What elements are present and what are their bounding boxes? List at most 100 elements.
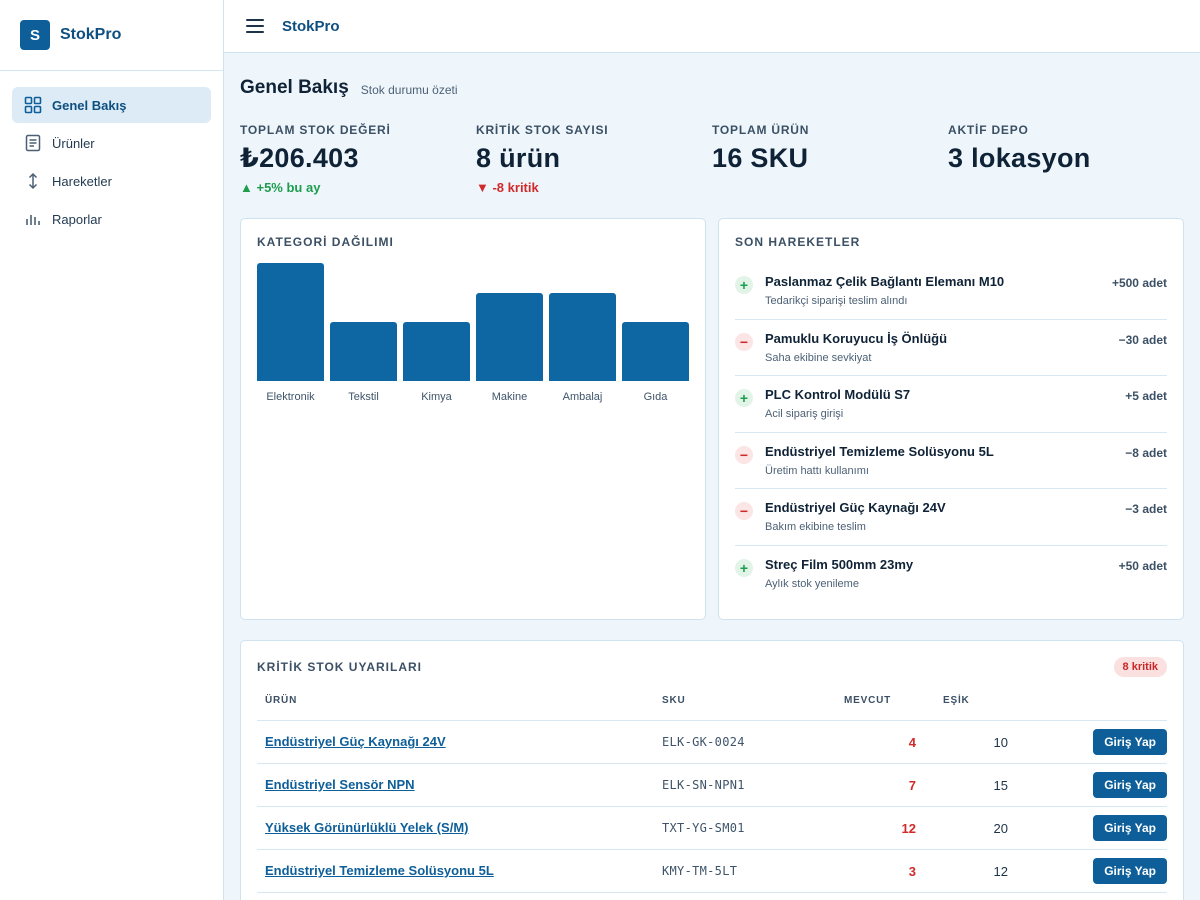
list-item[interactable]: + Paslanmaz Çelik Bağlantı Elemanı M10 T…	[735, 263, 1167, 320]
category-bar-chart: Elektronik Tekstil Kimya Makine Ambalaj Gıda	[257, 263, 689, 403]
list-item[interactable]: − Pamuklu Koruyucu İş Önlüğü Saha ekibin…	[735, 320, 1167, 376]
movement-note: Acil sipariş girişi	[765, 408, 844, 420]
product-sku: ELK-GK-0024	[662, 735, 745, 749]
movement-note: Saha ekibine sevkiyat	[765, 351, 872, 364]
chart-tick-label: Ambalaj	[562, 391, 603, 403]
sidebar-item-products[interactable]: Ürünler	[12, 125, 211, 161]
plus-icon: +	[735, 276, 753, 294]
chart-bar-gıda	[622, 322, 689, 381]
chart-bar-kimya	[403, 322, 470, 381]
page-header: Genel Bakış Stok durumu özeti	[240, 53, 1184, 123]
product-sku: TXT-YG-SM01	[662, 821, 745, 835]
product-link[interactable]: Endüstriyel Sensör NPN	[265, 777, 415, 792]
sidebar-nav: Genel Bakış Ürünler Hareketler	[0, 71, 223, 255]
current-stock: 3	[908, 863, 916, 879]
grid-icon	[24, 96, 42, 114]
movement-qty: −3 adet	[1125, 502, 1167, 516]
product-sku: ELK-SN-NPN1	[662, 778, 745, 792]
sidebar-item-reports[interactable]: Raporlar	[12, 201, 211, 237]
recent-movements-card: SON HAREKETLER + Paslanmaz Çelik Bağlant…	[718, 218, 1184, 620]
current-stock: 7	[908, 777, 916, 793]
product-link[interactable]: Yüksek Görünürlüklü Yelek (S/M)	[265, 820, 469, 835]
stat-label: AKTİF DEPO	[948, 123, 1029, 137]
stat-value: 3 lokasyon	[948, 143, 1091, 173]
movement-qty: +500 adet	[1111, 276, 1167, 290]
page-title: Genel Bakış	[240, 77, 349, 98]
current-stock: 12	[901, 820, 916, 836]
critical-count-badge: 8 kritik	[1113, 657, 1167, 677]
stats-row: TOPLAM STOK DEĞERİ ₺206.403 ▲ +5% bu ay …	[240, 123, 1184, 218]
up-down-arrow-icon	[24, 172, 42, 190]
brand-logo: S	[20, 20, 50, 50]
stat-delta: ▲ +5% bu ay	[240, 180, 321, 195]
chart-bar-ambalaj	[549, 292, 616, 381]
movement-qty: +5 adet	[1125, 389, 1167, 403]
list-item[interactable]: − Endüstriyel Güç Kaynağı 24V Bakım ekib…	[735, 489, 1167, 546]
movement-note: Üretim hattı kullanımı	[765, 464, 869, 477]
sidebar-item-label: Raporlar	[52, 211, 102, 227]
stock-entry-button[interactable]: Giriş Yap	[1093, 729, 1167, 755]
movement-qty: −30 adet	[1118, 332, 1167, 347]
list-item[interactable]: − Endüstriyel Temizleme Solüsyonu 5L Üre…	[735, 433, 1167, 489]
table-header: ÜRÜN SKU MEVCUT EŞİK	[257, 695, 1167, 721]
sidebar-item-label: Genel Bakış	[52, 97, 127, 113]
stock-entry-button[interactable]: Giriş Yap	[1093, 858, 1167, 884]
stat-total-value: TOPLAM STOK DEĞERİ ₺206.403 ▲ +5% bu ay	[240, 123, 476, 218]
critical-stock-table: ÜRÜN SKU MEVCUT EŞİK Endüstriyel Güç Kay…	[257, 695, 1167, 893]
minus-icon: −	[735, 445, 753, 464]
sidebar-item-movements[interactable]: Hareketler	[12, 163, 211, 199]
movement-qty: +50 adet	[1118, 558, 1167, 573]
brand[interactable]: S StokPro	[0, 0, 223, 71]
stock-entry-button[interactable]: Giriş Yap	[1093, 815, 1167, 841]
product-link[interactable]: Endüstriyel Temizleme Solüsyonu 5L	[265, 863, 494, 878]
column-header-sku: SKU	[662, 695, 686, 706]
chart-bar-elektronik	[257, 263, 324, 381]
movement-note: Tedarikçi siparişi teslim alındı	[765, 295, 908, 307]
movement-note: Aylık stok yenileme	[765, 577, 859, 590]
product-sku: KMY-TM-5LT	[662, 864, 738, 878]
movement-product: Pamuklu Koruyucu İş Önlüğü	[765, 330, 948, 346]
plus-icon: +	[735, 389, 753, 407]
chart-tick-label: Kimya	[421, 391, 452, 403]
card-title: KATEGORİ DAĞILIMI	[257, 235, 394, 249]
movement-qty: −8 adet	[1125, 445, 1167, 460]
stock-threshold: 20	[993, 820, 1008, 836]
current-stock: 4	[908, 734, 916, 750]
brand-name: StokPro	[60, 26, 122, 43]
chart-tick-label: Gıda	[643, 391, 668, 403]
list-item[interactable]: + PLC Kontrol Modülü S7 Acil sipariş gir…	[735, 376, 1167, 433]
chart-tick-label: Tekstil	[348, 391, 379, 403]
stock-threshold: 15	[993, 777, 1008, 793]
chart-tick-label: Makine	[491, 391, 528, 403]
table-row: Endüstriyel Güç Kaynağı 24V ELK-GK-0024 …	[257, 721, 1167, 764]
list-item[interactable]: + Streç Film 500mm 23my Aylık stok yenil…	[735, 546, 1167, 603]
card-title: KRİTİK STOK UYARILARI	[257, 660, 423, 674]
critical-stock-card: KRİTİK STOK UYARILARI 8 kritik ÜRÜN SKU …	[240, 640, 1184, 900]
sidebar-item-overview[interactable]: Genel Bakış	[12, 87, 211, 123]
column-header-current: MEVCUT	[844, 695, 892, 706]
movement-product: Streç Film 500mm 23my	[765, 556, 914, 572]
stat-label: KRİTİK STOK SAYISI	[476, 123, 609, 137]
bar-chart-icon	[24, 210, 42, 228]
stock-threshold: 10	[993, 734, 1008, 750]
stat-critical-count: KRİTİK STOK SAYISI 8 ürün ▼ -8 kritik	[476, 123, 712, 218]
stock-entry-button[interactable]: Giriş Yap	[1093, 772, 1167, 798]
minus-icon: −	[735, 502, 753, 520]
product-link[interactable]: Endüstriyel Güç Kaynağı 24V	[265, 734, 446, 749]
table-row: Endüstriyel Sensör NPN ELK-SN-NPN1 7 15 …	[257, 764, 1167, 807]
chart-tick-label: Elektronik	[266, 391, 315, 403]
card-title: SON HAREKETLER	[735, 235, 861, 249]
stat-active-warehouses: AKTİF DEPO 3 lokasyon	[948, 123, 1184, 218]
page-subtitle: Stok durumu özeti	[360, 83, 458, 97]
stat-delta: ▼ -8 kritik	[476, 180, 539, 195]
table-row: Endüstriyel Temizleme Solüsyonu 5L KMY-T…	[257, 850, 1167, 893]
stat-label: TOPLAM STOK DEĞERİ	[240, 123, 391, 137]
stat-value: 16 SKU	[712, 143, 809, 173]
minus-icon: −	[735, 332, 753, 351]
sidebar: S StokPro Genel Bakış Ürünler	[0, 0, 224, 900]
hamburger-menu-icon[interactable]	[246, 19, 264, 33]
sidebar-item-label: Hareketler	[52, 173, 112, 189]
column-header-product: ÜRÜN	[265, 695, 298, 706]
movement-product: Paslanmaz Çelik Bağlantı Elemanı M10	[765, 274, 1005, 289]
plus-icon: +	[735, 558, 753, 577]
